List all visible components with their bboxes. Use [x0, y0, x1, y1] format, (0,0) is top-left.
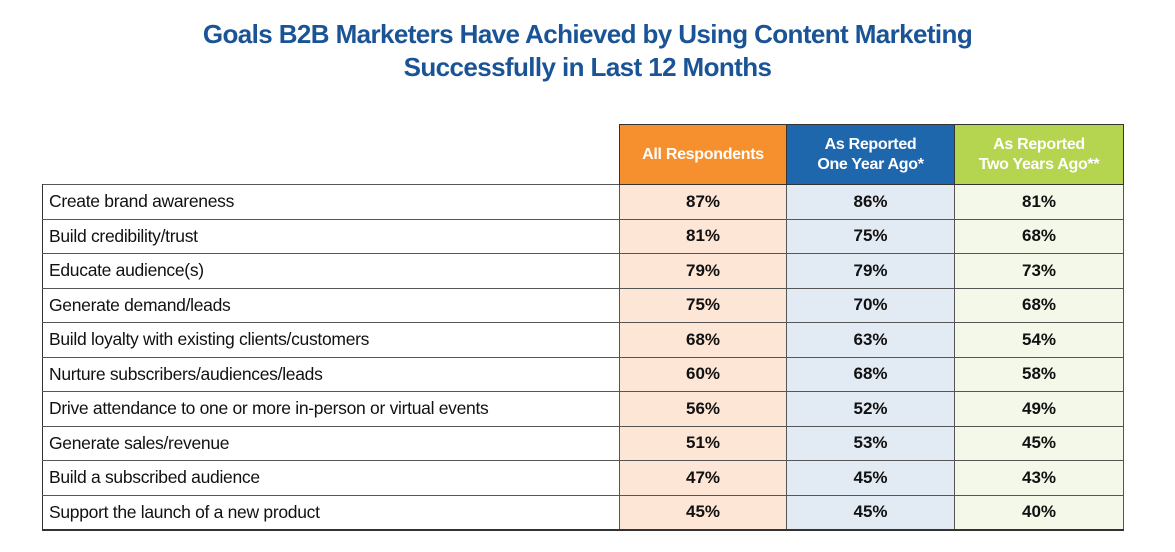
table-row: Generate demand/leads 75% 70% 68% [42, 287, 1124, 323]
one-year-ago-value: 86% [786, 184, 955, 220]
one-year-ago-value: 45% [786, 460, 955, 496]
table-row: Build loyalty with existing clients/cust… [42, 322, 1124, 358]
all-respondents-value: 51% [619, 425, 787, 461]
table-row: Generate sales/revenue 51% 53% 45% [42, 425, 1124, 461]
goals-table: All Respondents As Reported One Year Ago… [42, 124, 1124, 531]
table-row: Nurture subscribers/audiences/leads 60% 68… [42, 356, 1124, 392]
all-respondents-value: 45% [619, 494, 787, 531]
row-label: Build credibility/trust [42, 218, 620, 254]
row-label: Build loyalty with existing clients/cust… [42, 322, 620, 358]
one-year-ago-value: 75% [786, 218, 955, 254]
two-years-ago-value: 40% [954, 494, 1124, 531]
one-year-ago-value: 45% [786, 494, 955, 531]
table-row: Drive attendance to one or more in-perso… [42, 391, 1124, 427]
one-year-ago-value: 70% [786, 287, 955, 323]
header-one-year-ago-line-2: One Year Ago* [817, 155, 924, 173]
two-years-ago-value: 73% [954, 253, 1124, 289]
header-all-respondents: All Respondents [619, 124, 787, 185]
header-all-respondents-line-1: All Respondents [642, 145, 764, 163]
all-respondents-value: 60% [619, 356, 787, 392]
table-row: Build credibility/trust 81% 75% 68% [42, 218, 1124, 254]
all-respondents-value: 81% [619, 218, 787, 254]
header-one-year-ago-line-1: As Reported [824, 135, 917, 153]
row-label: Build a subscribed audience [42, 460, 620, 496]
table-row: Support the launch of a new product 45% 45… [42, 494, 1124, 531]
table-row: Educate audience(s) 79% 79% 73% [42, 253, 1124, 289]
row-label: Support the launch of a new product [42, 494, 620, 531]
chart-title-line-2: Successfully in Last 12 Months [403, 52, 772, 82]
two-years-ago-value: 45% [954, 425, 1124, 461]
one-year-ago-value: 79% [786, 253, 955, 289]
row-label: Drive attendance to one or more in-perso… [42, 391, 620, 427]
header-one-year-ago: As Reported One Year Ago* [786, 124, 955, 185]
header-two-years-ago-line-2: Two Years Ago** [978, 155, 1100, 173]
table-row: Build a subscribed audience 47% 45% 43% [42, 460, 1124, 496]
all-respondents-value: 87% [619, 184, 787, 220]
row-label: Nurture subscribers/audiences/leads [42, 356, 620, 392]
header-two-years-ago: As Reported Two Years Ago** [954, 124, 1124, 185]
row-label: Generate sales/revenue [42, 425, 620, 461]
all-respondents-value: 75% [619, 287, 787, 323]
header-empty-cell [42, 124, 620, 185]
two-years-ago-value: 54% [954, 322, 1124, 358]
table-header-row: All Respondents As Reported One Year Ago… [42, 124, 1124, 185]
one-year-ago-value: 52% [786, 391, 955, 427]
header-two-years-ago-line-1: As Reported [993, 135, 1085, 153]
two-years-ago-value: 43% [954, 460, 1124, 496]
one-year-ago-value: 63% [786, 322, 955, 358]
row-label: Educate audience(s) [42, 253, 620, 289]
two-years-ago-value: 58% [954, 356, 1124, 392]
one-year-ago-value: 53% [786, 425, 955, 461]
two-years-ago-value: 49% [954, 391, 1124, 427]
all-respondents-value: 47% [619, 460, 787, 496]
two-years-ago-value: 68% [954, 287, 1124, 323]
table-row: Create brand awareness 87% 86% 81% [42, 184, 1124, 220]
one-year-ago-value: 68% [786, 356, 955, 392]
row-label: Generate demand/leads [42, 287, 620, 323]
chart-title: Goals B2B Marketers Have Achieved by Usi… [0, 18, 1175, 84]
chart-title-line-1: Goals B2B Marketers Have Achieved by Usi… [202, 19, 973, 49]
row-label: Create brand awareness [42, 184, 620, 220]
two-years-ago-value: 68% [954, 218, 1124, 254]
two-years-ago-value: 81% [954, 184, 1124, 220]
all-respondents-value: 68% [619, 322, 787, 358]
all-respondents-value: 79% [619, 253, 787, 289]
all-respondents-value: 56% [619, 391, 787, 427]
